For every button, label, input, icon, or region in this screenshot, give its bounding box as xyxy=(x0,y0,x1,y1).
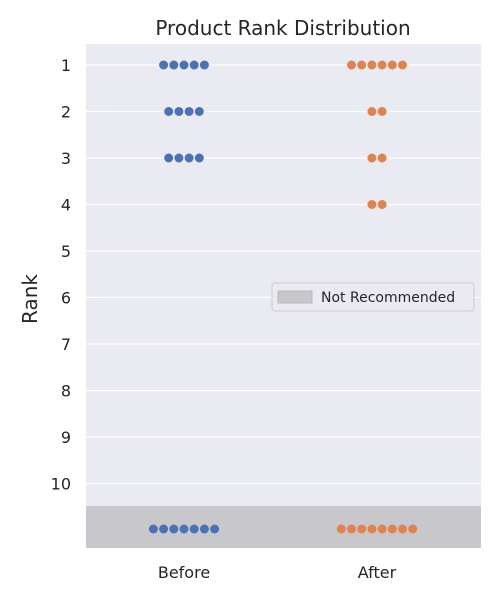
point-after-rank-not-recommended-4 xyxy=(367,524,377,534)
point-before-rank-not-recommended-2 xyxy=(159,524,169,534)
point-before-rank-not-recommended-1 xyxy=(148,524,158,534)
point-after-rank-not-recommended-1 xyxy=(336,524,346,534)
point-after-rank-4-1 xyxy=(367,200,377,209)
legend: Not Recommended xyxy=(271,282,475,312)
point-after-rank-1-1 xyxy=(347,60,356,70)
y-axis-label: Rank xyxy=(18,274,42,324)
point-after-rank-3-1 xyxy=(367,153,377,163)
point-after-rank-not-recommended-6 xyxy=(387,524,397,534)
point-after-rank-not-recommended-3 xyxy=(357,524,367,534)
y-tick-4: 4 xyxy=(61,196,71,215)
y-tick-5: 5 xyxy=(61,242,71,261)
not-recommended-band xyxy=(86,506,481,548)
point-before-rank-1-1 xyxy=(159,60,169,70)
point-before-rank-3-3 xyxy=(184,153,194,163)
point-before-rank-3-2 xyxy=(174,153,184,163)
point-after-rank-not-recommended-2 xyxy=(347,524,356,534)
point-before-rank-1-3 xyxy=(179,60,189,70)
y-tick-1: 1 xyxy=(61,56,71,75)
y-tick-9: 9 xyxy=(61,428,71,447)
x-tick-labels: Before After xyxy=(158,563,397,582)
y-tick-labels: 1 2 3 4 5 6 7 8 9 10 xyxy=(51,56,71,494)
point-before-rank-not-recommended-3 xyxy=(169,524,179,534)
point-before-rank-1-4 xyxy=(189,60,199,70)
y-tick-3: 3 xyxy=(61,149,71,168)
y-tick-6: 6 xyxy=(61,289,71,308)
x-tick-after: After xyxy=(358,563,397,582)
point-before-rank-not-recommended-5 xyxy=(189,524,199,534)
legend-label-not-recommended: Not Recommended xyxy=(321,290,455,306)
point-before-rank-not-recommended-6 xyxy=(199,524,209,534)
point-after-rank-not-recommended-5 xyxy=(377,524,387,534)
point-after-rank-4-2 xyxy=(377,200,387,209)
point-after-rank-1-5 xyxy=(387,60,397,70)
legend-frame xyxy=(271,282,475,312)
point-before-rank-1-5 xyxy=(199,60,209,70)
y-tick-2: 2 xyxy=(61,103,71,122)
point-after-rank-1-6 xyxy=(398,60,407,70)
y-tick-10: 10 xyxy=(51,475,71,494)
y-tick-7: 7 xyxy=(61,335,71,354)
data-points xyxy=(148,60,418,534)
chart-title: Product Rank Distribution xyxy=(155,16,410,40)
x-tick-before: Before xyxy=(158,563,210,582)
point-before-rank-3-1 xyxy=(164,153,174,163)
point-before-rank-3-4 xyxy=(194,153,204,163)
point-after-rank-1-3 xyxy=(367,60,377,70)
point-before-rank-1-2 xyxy=(169,60,179,70)
point-before-rank-2-1 xyxy=(164,107,174,116)
point-after-rank-2-2 xyxy=(377,107,387,116)
legend-swatch-not-recommended xyxy=(277,290,313,304)
point-before-rank-2-3 xyxy=(184,107,194,116)
point-after-rank-1-2 xyxy=(357,60,367,70)
point-before-rank-2-4 xyxy=(194,107,204,116)
y-tick-8: 8 xyxy=(61,382,71,401)
point-before-rank-2-2 xyxy=(174,107,184,116)
point-after-rank-1-4 xyxy=(377,60,387,70)
point-after-rank-not-recommended-8 xyxy=(408,524,418,534)
point-after-rank-2-1 xyxy=(367,107,377,116)
point-before-rank-not-recommended-4 xyxy=(179,524,189,534)
point-after-rank-not-recommended-7 xyxy=(398,524,407,534)
point-after-rank-3-2 xyxy=(377,153,387,163)
point-before-rank-not-recommended-7 xyxy=(210,524,220,534)
